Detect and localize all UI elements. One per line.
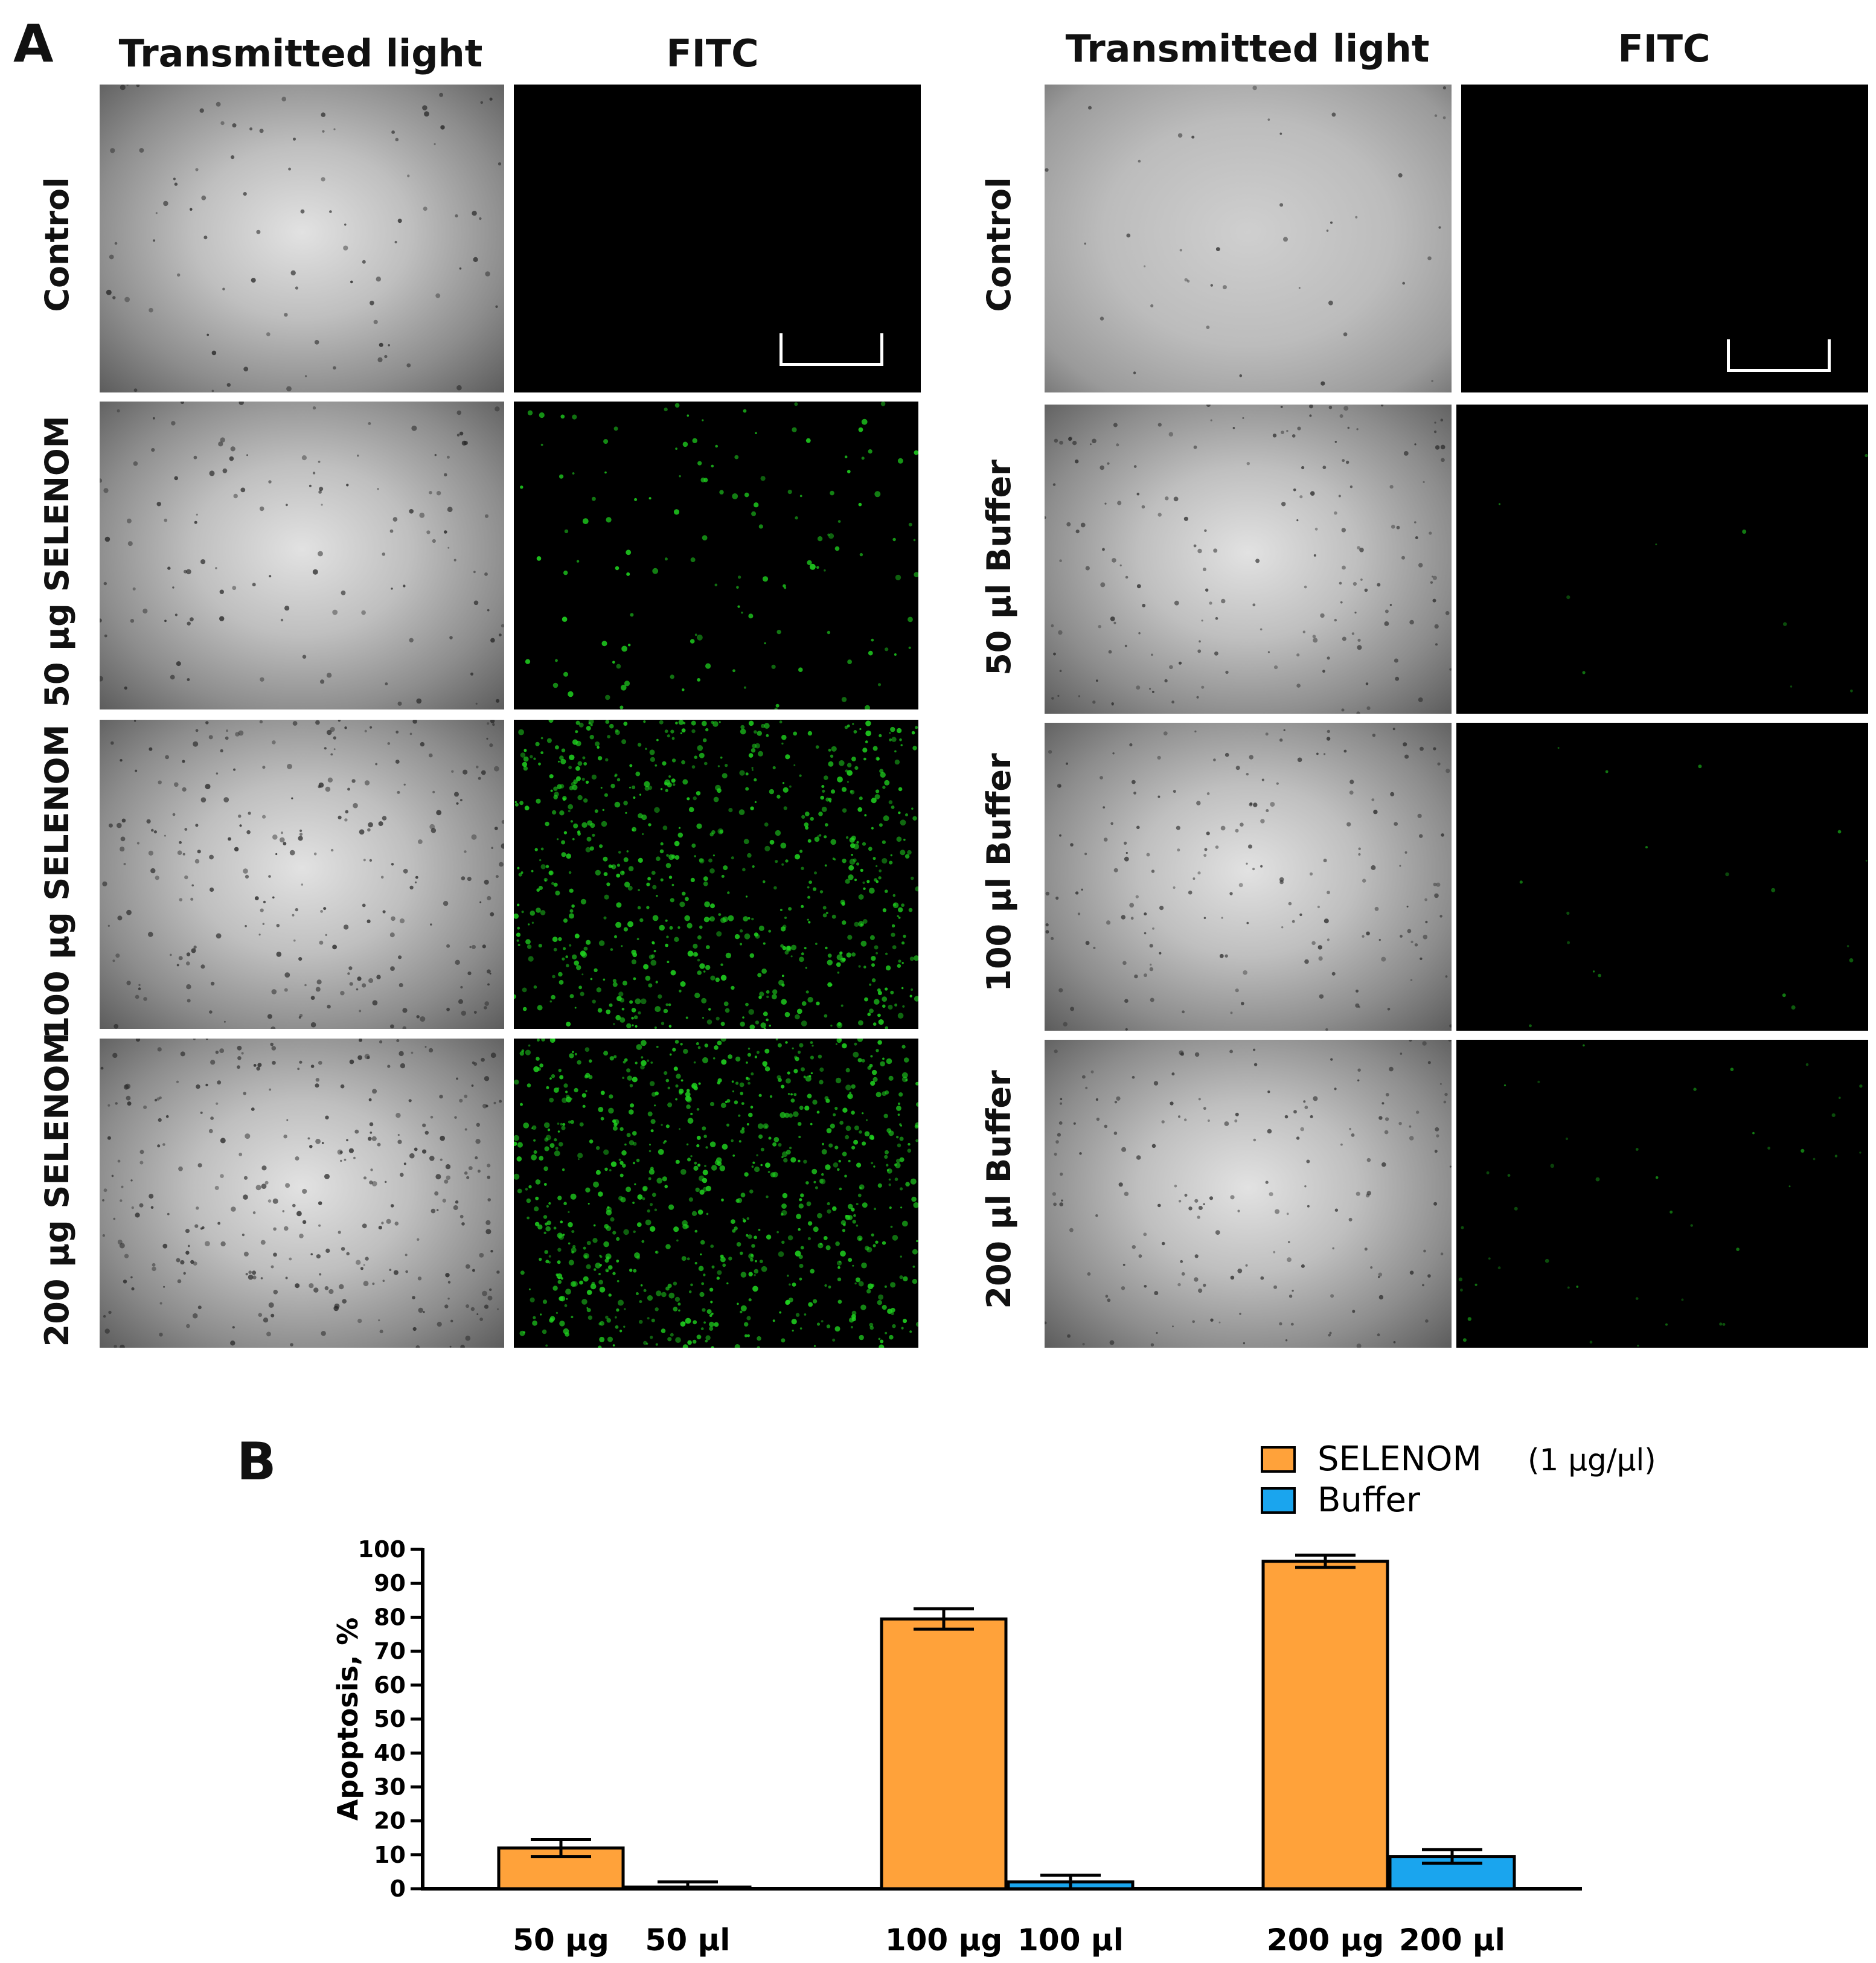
cell-texture bbox=[100, 402, 504, 706]
micrograph-fitc bbox=[514, 1039, 918, 1348]
right-row-label: 100 µl Buffer bbox=[980, 753, 1018, 992]
y-tick-label: 30 bbox=[374, 1773, 406, 1800]
right-row-label: 200 µl Buffer bbox=[980, 1070, 1018, 1309]
scale-bar bbox=[780, 333, 883, 366]
apoptosis-bar-chart: 0 10 20 30 40 50 60 70 80 90 100 Apoptosis, % 50 µg 5… bbox=[331, 1439, 1656, 1958]
right-col-header-transmitted: Transmitted light bbox=[1065, 27, 1430, 71]
cell-texture bbox=[1045, 405, 1452, 714]
micrograph-fitc bbox=[1456, 723, 1868, 1031]
left-row-label: 100 µg SELENOM bbox=[38, 724, 76, 1039]
x-tick-label: 50 µl bbox=[645, 1923, 731, 1958]
cell-texture bbox=[1045, 728, 1452, 1031]
panel-a-letter: A bbox=[13, 14, 54, 74]
bar bbox=[1261, 1560, 1389, 1891]
x-tick-label: 100 µl bbox=[1017, 1923, 1124, 1958]
cell-texture bbox=[1519, 747, 1868, 1028]
micrograph-fitc bbox=[514, 85, 921, 392]
micrograph-fitc bbox=[1461, 85, 1868, 392]
right-row-label: Control bbox=[980, 177, 1018, 312]
y-tick-label: 80 bbox=[374, 1604, 406, 1630]
micrograph-transmitted bbox=[1045, 723, 1452, 1031]
legend-label: SELENOM bbox=[1317, 1439, 1482, 1479]
micrograph-transmitted bbox=[1045, 1040, 1452, 1348]
x-tick-label: 200 µl bbox=[1399, 1923, 1505, 1958]
y-tick-label: 50 bbox=[374, 1706, 406, 1732]
micrograph-transmitted bbox=[100, 1039, 504, 1348]
legend-swatch bbox=[1261, 1446, 1296, 1473]
cell-texture bbox=[1498, 453, 1868, 693]
x-tick-label: 100 µg bbox=[885, 1923, 1002, 1958]
cell-texture bbox=[1458, 1044, 1863, 1347]
micrograph-fitc bbox=[1456, 1040, 1868, 1348]
cell-texture bbox=[514, 1039, 918, 1348]
micrograph-fitc bbox=[514, 402, 918, 709]
left-row-label: Control bbox=[38, 177, 76, 312]
y-tick-label: 0 bbox=[390, 1875, 406, 1902]
cell-texture bbox=[100, 1039, 502, 1348]
left-row-label: 200 µg SELENOM bbox=[38, 1032, 76, 1347]
right-row-label: 50 µl Buffer bbox=[980, 460, 1018, 676]
cell-texture bbox=[106, 85, 502, 392]
y-axis-label: Apoptosis, % bbox=[331, 1618, 364, 1821]
y-tick-label: 40 bbox=[374, 1740, 406, 1766]
cell-texture bbox=[1045, 85, 1446, 386]
cell-texture bbox=[102, 720, 504, 1029]
micrograph-transmitted bbox=[100, 85, 504, 392]
legend-note: (1 µg/µl) bbox=[1528, 1443, 1656, 1478]
left-row-label: 50 µg SELENOM bbox=[38, 415, 76, 708]
micrograph-transmitted bbox=[1045, 85, 1452, 392]
left-col-header-transmitted: Transmitted light bbox=[118, 31, 483, 75]
x-tick-label: 50 µg bbox=[513, 1923, 609, 1958]
micrograph-fitc bbox=[514, 720, 918, 1029]
cell-texture bbox=[1045, 1040, 1452, 1348]
cell-texture bbox=[514, 720, 918, 1029]
micrograph-transmitted bbox=[1045, 405, 1452, 714]
right-col-header-fitc: FITC bbox=[1618, 27, 1711, 71]
x-tick-label: 200 µg bbox=[1267, 1923, 1384, 1958]
y-tick-label: 90 bbox=[374, 1570, 406, 1596]
y-tick-label: 70 bbox=[374, 1638, 406, 1665]
scale-bar bbox=[1727, 339, 1831, 372]
micrograph-transmitted bbox=[100, 720, 504, 1029]
y-tick-label: 10 bbox=[374, 1842, 406, 1868]
bar bbox=[880, 1617, 1008, 1891]
y-tick-label: 60 bbox=[374, 1672, 406, 1699]
cell-texture bbox=[520, 402, 918, 709]
micrograph-transmitted bbox=[100, 402, 504, 709]
left-col-header-fitc: FITC bbox=[666, 31, 759, 75]
y-tick-label: 20 bbox=[374, 1808, 406, 1834]
micrograph-fitc bbox=[1456, 405, 1868, 714]
legend-swatch bbox=[1261, 1487, 1296, 1514]
legend-label: Buffer bbox=[1317, 1481, 1421, 1520]
panel-b-letter: B bbox=[237, 1432, 277, 1492]
y-tick-label: 100 bbox=[358, 1536, 406, 1563]
